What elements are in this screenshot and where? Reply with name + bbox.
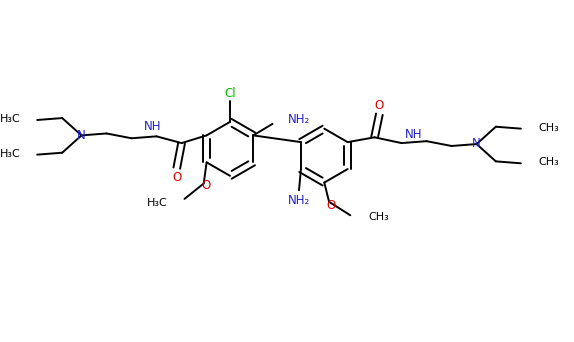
Text: N: N bbox=[77, 129, 86, 142]
Text: O: O bbox=[327, 199, 336, 212]
Text: NH₂: NH₂ bbox=[288, 194, 310, 207]
Text: NH₂: NH₂ bbox=[288, 114, 310, 127]
Text: CH₃: CH₃ bbox=[538, 123, 559, 133]
Text: NH: NH bbox=[405, 128, 422, 141]
Text: Cl: Cl bbox=[224, 87, 236, 100]
Text: CH₃: CH₃ bbox=[538, 157, 559, 167]
Text: H₃C: H₃C bbox=[0, 114, 21, 124]
Text: CH₃: CH₃ bbox=[369, 212, 389, 222]
Text: NH: NH bbox=[144, 120, 161, 133]
Text: H₃C: H₃C bbox=[0, 149, 21, 159]
Text: O: O bbox=[201, 179, 210, 192]
Text: N: N bbox=[472, 136, 481, 149]
Text: O: O bbox=[375, 99, 384, 112]
Text: H₃C: H₃C bbox=[146, 198, 167, 208]
Text: O: O bbox=[172, 171, 181, 184]
